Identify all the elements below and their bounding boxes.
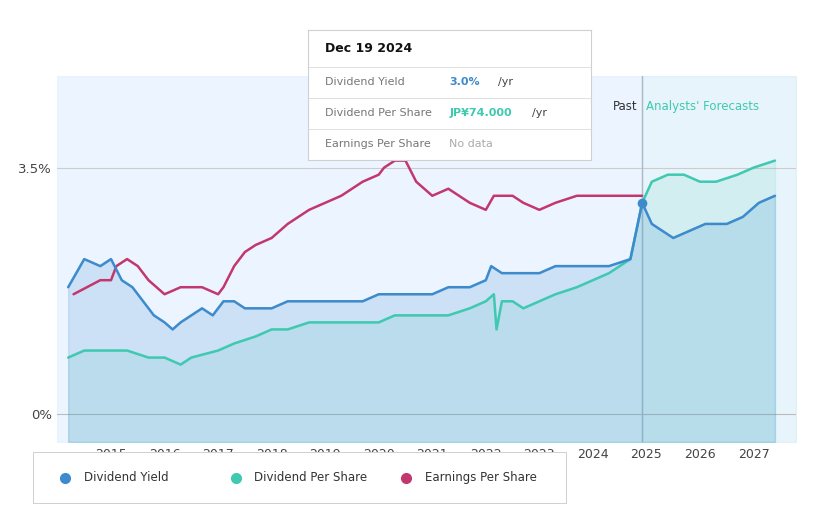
Text: No data: No data: [450, 140, 493, 149]
Text: /yr: /yr: [532, 108, 547, 118]
Text: Dividend Per Share: Dividend Per Share: [325, 108, 432, 118]
Text: JP¥74.000: JP¥74.000: [450, 108, 512, 118]
Text: Dividend Per Share: Dividend Per Share: [255, 471, 368, 484]
Text: Dividend Yield: Dividend Yield: [325, 77, 405, 87]
Text: Earnings Per Share: Earnings Per Share: [425, 471, 537, 484]
Text: Past: Past: [613, 100, 638, 113]
Text: Dec 19 2024: Dec 19 2024: [325, 42, 412, 55]
Text: Dividend Yield: Dividend Yield: [84, 471, 168, 484]
Text: /yr: /yr: [498, 77, 512, 87]
Text: Earnings Per Share: Earnings Per Share: [325, 140, 431, 149]
Text: 3.0%: 3.0%: [450, 77, 480, 87]
Text: Analysts' Forecasts: Analysts' Forecasts: [646, 100, 759, 113]
